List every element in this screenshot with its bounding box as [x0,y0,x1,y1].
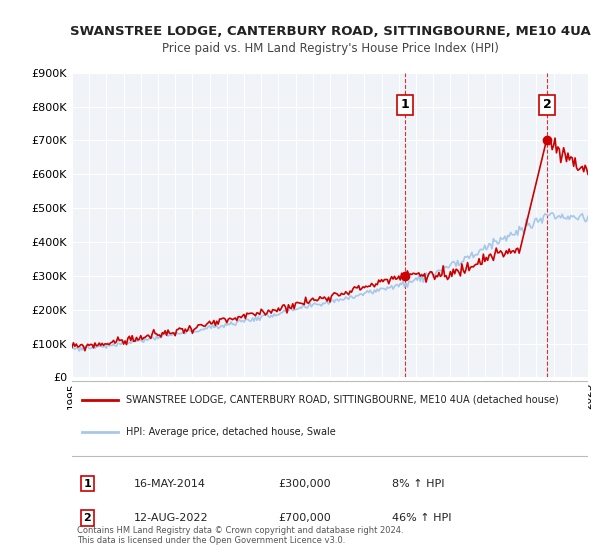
Text: Price paid vs. HM Land Registry's House Price Index (HPI): Price paid vs. HM Land Registry's House … [161,42,499,55]
Text: Contains HM Land Registry data © Crown copyright and database right 2024.
This d: Contains HM Land Registry data © Crown c… [77,526,404,545]
Text: £700,000: £700,000 [278,513,331,523]
FancyBboxPatch shape [67,381,593,456]
Text: SWANSTREE LODGE, CANTERBURY ROAD, SITTINGBOURNE, ME10 4UA (detached house): SWANSTREE LODGE, CANTERBURY ROAD, SITTIN… [126,395,559,405]
Text: 1: 1 [83,479,91,489]
Text: 2: 2 [83,513,91,523]
Text: SWANSTREE LODGE, CANTERBURY ROAD, SITTINGBOURNE, ME10 4UA: SWANSTREE LODGE, CANTERBURY ROAD, SITTIN… [70,25,590,38]
Text: 1: 1 [401,99,410,111]
Text: 8% ↑ HPI: 8% ↑ HPI [392,479,445,489]
Text: 46% ↑ HPI: 46% ↑ HPI [392,513,451,523]
Text: 12-AUG-2022: 12-AUG-2022 [134,513,209,523]
Text: 16-MAY-2014: 16-MAY-2014 [134,479,206,489]
Text: 2: 2 [542,99,551,111]
Text: HPI: Average price, detached house, Swale: HPI: Average price, detached house, Swal… [126,427,336,437]
Text: £300,000: £300,000 [278,479,331,489]
